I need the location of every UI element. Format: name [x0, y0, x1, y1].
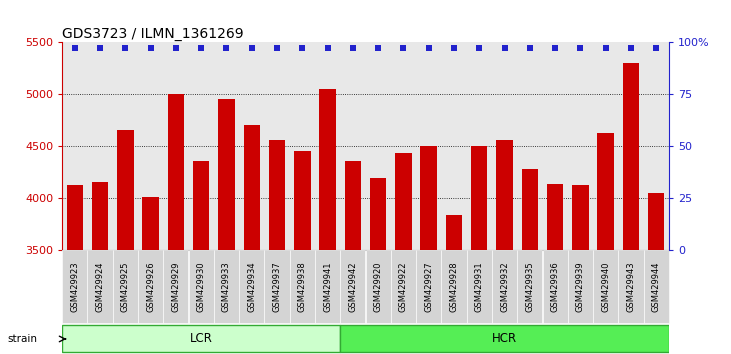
Text: GSM429929: GSM429929 — [171, 262, 181, 312]
Text: GSM429930: GSM429930 — [197, 261, 205, 312]
Bar — [370, 178, 387, 354]
Bar — [395, 153, 412, 354]
Bar — [618, 250, 643, 323]
Bar — [294, 151, 311, 354]
Text: GSM429920: GSM429920 — [374, 262, 382, 312]
Bar — [542, 250, 568, 323]
Bar — [62, 250, 88, 323]
Bar — [623, 63, 639, 354]
Bar — [189, 250, 213, 323]
Bar — [113, 250, 138, 323]
Text: GSM429937: GSM429937 — [273, 261, 281, 312]
Text: LCR: LCR — [190, 332, 213, 346]
Bar — [117, 131, 134, 354]
Text: HCR: HCR — [492, 332, 517, 346]
Bar — [643, 250, 669, 323]
Bar — [518, 250, 542, 323]
Bar — [319, 89, 336, 354]
Bar — [269, 140, 285, 354]
Text: GSM429943: GSM429943 — [626, 261, 635, 312]
Text: GSM429936: GSM429936 — [550, 261, 560, 312]
Bar — [67, 185, 83, 354]
Bar — [340, 250, 366, 323]
Bar — [593, 250, 618, 323]
Bar — [193, 160, 209, 354]
Bar — [522, 169, 538, 354]
Bar — [496, 140, 512, 354]
Text: GSM429923: GSM429923 — [70, 261, 79, 312]
Bar — [442, 250, 466, 323]
Text: GSM429940: GSM429940 — [601, 262, 610, 312]
Text: GSM429934: GSM429934 — [247, 261, 257, 312]
Bar — [471, 146, 488, 354]
Text: GSM429933: GSM429933 — [222, 261, 231, 312]
Text: GSM429941: GSM429941 — [323, 262, 332, 312]
Text: GSM429931: GSM429931 — [474, 261, 484, 312]
Text: GSM429932: GSM429932 — [500, 261, 509, 312]
Bar — [547, 184, 564, 354]
Bar — [572, 185, 588, 354]
Bar — [344, 160, 361, 354]
Text: GSM429935: GSM429935 — [526, 261, 534, 312]
Text: GSM429944: GSM429944 — [652, 262, 661, 312]
Bar — [163, 250, 189, 323]
Bar — [597, 132, 614, 354]
Bar — [239, 250, 265, 323]
Text: GSM429942: GSM429942 — [349, 262, 357, 312]
Bar — [62, 325, 340, 353]
Bar — [391, 250, 416, 323]
Bar — [492, 250, 517, 323]
Bar — [214, 250, 239, 323]
Bar — [648, 193, 664, 354]
Bar — [420, 146, 437, 354]
Bar — [289, 250, 315, 323]
Bar — [366, 250, 391, 323]
Bar — [167, 94, 184, 354]
Bar — [568, 250, 593, 323]
Bar — [92, 182, 108, 354]
Bar — [315, 250, 340, 323]
Text: GSM429939: GSM429939 — [576, 261, 585, 312]
Text: GSM429928: GSM429928 — [450, 261, 458, 312]
Bar — [138, 250, 163, 323]
Bar — [340, 325, 669, 353]
Text: GDS3723 / ILMN_1361269: GDS3723 / ILMN_1361269 — [62, 28, 243, 41]
Bar — [243, 125, 260, 354]
Bar — [446, 215, 462, 354]
Text: strain: strain — [7, 334, 37, 344]
Bar — [416, 250, 442, 323]
Bar — [219, 99, 235, 354]
Text: GSM429938: GSM429938 — [298, 261, 307, 312]
Text: GSM429927: GSM429927 — [424, 261, 433, 312]
Bar — [466, 250, 492, 323]
Text: GSM429926: GSM429926 — [146, 261, 155, 312]
Bar — [88, 250, 113, 323]
Text: GSM429925: GSM429925 — [121, 262, 130, 312]
Text: GSM429922: GSM429922 — [399, 262, 408, 312]
Text: GSM429924: GSM429924 — [96, 262, 105, 312]
Bar — [143, 197, 159, 354]
Bar — [265, 250, 289, 323]
